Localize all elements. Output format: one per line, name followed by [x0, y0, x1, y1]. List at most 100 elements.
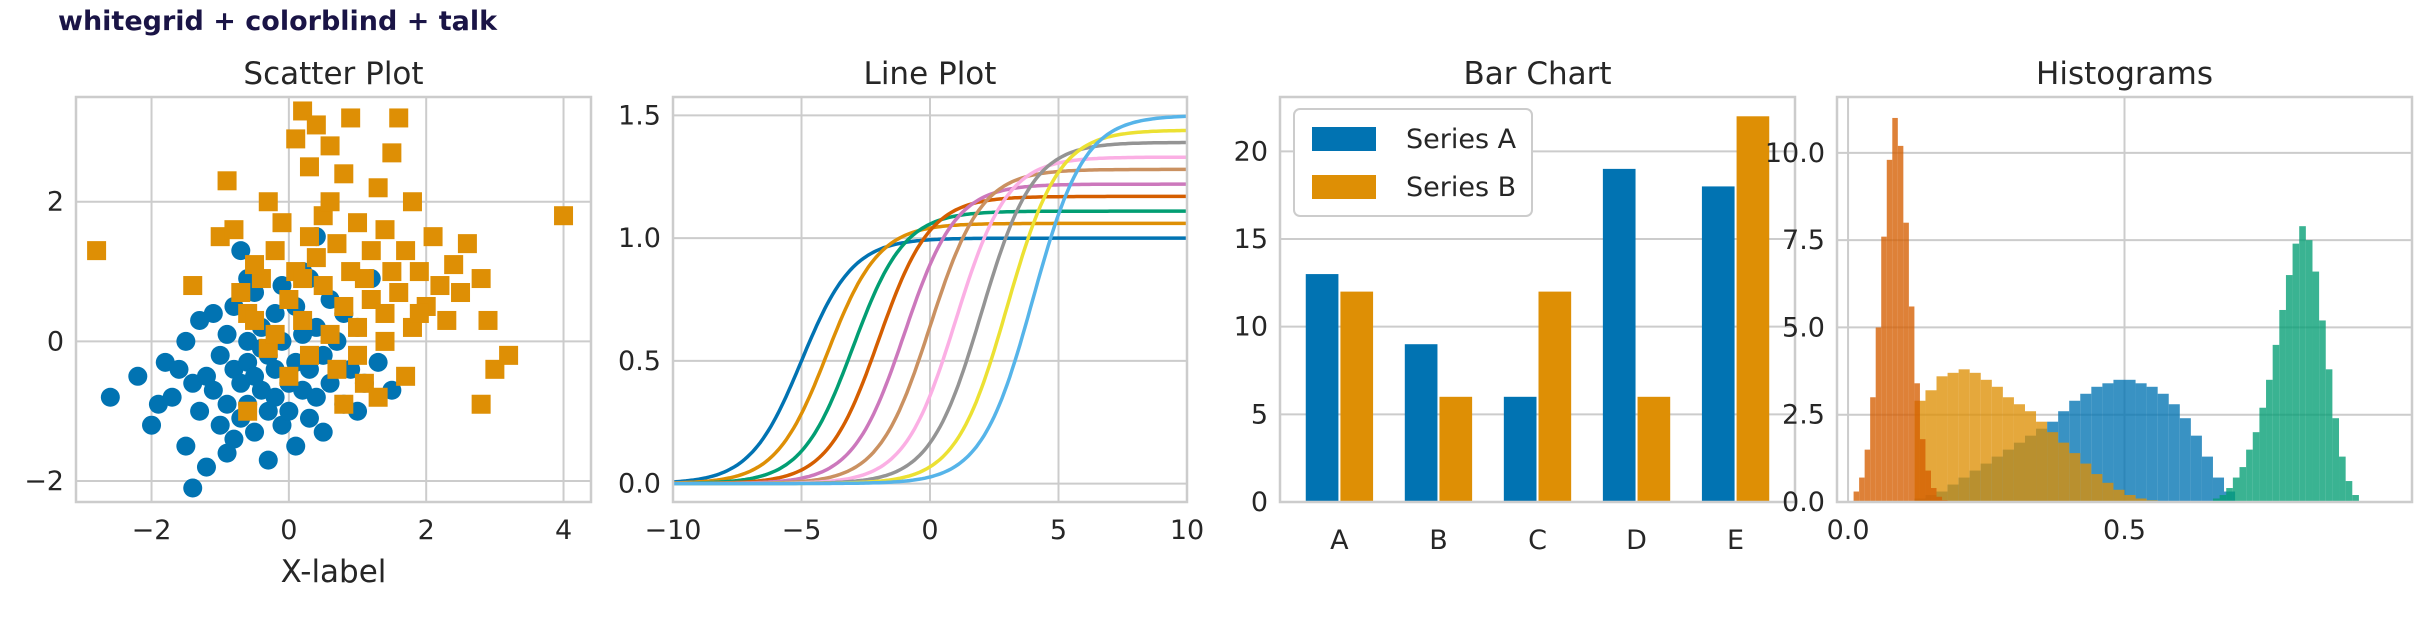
bar [1538, 291, 1572, 502]
histogram-bin [2168, 404, 2180, 502]
histogram-bin [2080, 393, 2092, 502]
legend-swatch [1312, 175, 1376, 199]
histogram-bin [2113, 489, 2125, 502]
x-tick-label: −2 [132, 515, 172, 546]
histogram-bin [1969, 372, 1981, 502]
scatter-point [224, 429, 244, 449]
histogram-bin [2024, 411, 2037, 502]
y-tick-label: 5.0 [1782, 312, 1825, 343]
scatter-point [320, 136, 340, 156]
scatter-point [334, 394, 354, 414]
histogram-bin [2190, 435, 2202, 502]
histogram-bin [2325, 369, 2333, 502]
bar [1637, 396, 1671, 502]
histogram-bin [2259, 407, 2267, 502]
scatter-point [354, 269, 374, 289]
axes-frame [1835, 95, 2414, 504]
scatter-point [499, 345, 519, 365]
x-tick-label: E [1727, 525, 1744, 556]
histogram-bin [2201, 456, 2213, 502]
chart-title: Bar Chart [1463, 56, 1611, 92]
scatter-point [217, 394, 237, 414]
histogram-bin [2339, 456, 2346, 502]
scatter-point [142, 415, 162, 435]
histogram-bin [2058, 442, 2070, 502]
histogram-bin [2069, 453, 2081, 502]
x-tick-label: −10 [645, 515, 702, 546]
histogram-bin [1936, 376, 1948, 502]
scatter-point [203, 303, 223, 323]
legend-swatch [1312, 127, 1376, 151]
histogram-bin [1903, 222, 1909, 503]
scatter-point [327, 359, 347, 379]
scatter-point [320, 324, 340, 344]
scatter-point [224, 220, 244, 240]
histograms-panel: 0.0 2.5 5.0 7.5 10.0 0.0 0.5 Histograms [1765, 56, 2414, 546]
histogram-bin [2124, 379, 2136, 502]
histogram-bin [2135, 383, 2147, 502]
histogram-bin [2157, 393, 2169, 502]
histogram-bin [2226, 488, 2233, 502]
scatter-point [245, 422, 265, 442]
scatter-point [279, 401, 299, 421]
y-tick-label: 15 [1234, 224, 1268, 255]
histogram-bin [2319, 320, 2326, 502]
legend-label: Series B [1406, 172, 1516, 203]
histogram-bin [2232, 477, 2240, 502]
scatter-point [128, 366, 148, 386]
scatter-point [409, 303, 429, 323]
x-tick-label: 5 [1050, 515, 1067, 546]
scatter-plot-panel: −2 0 2 −2 0 2 4 Scatter Plot X-label [24, 56, 593, 590]
scatter-point [348, 345, 368, 365]
scatter-point [368, 178, 388, 198]
histogram-bin [2279, 309, 2286, 502]
y-tick-label: 0 [1251, 487, 1268, 518]
scatter-point [231, 283, 251, 303]
histogram-bin [1859, 477, 1865, 502]
scatter-point [176, 436, 196, 456]
scatter-point [299, 157, 319, 177]
histogram-bin [2312, 271, 2320, 502]
histogram-bin [2305, 240, 2313, 502]
scatter-point [457, 234, 477, 254]
series-line [672, 236, 1187, 484]
scatter-point [299, 345, 319, 365]
histogram-bin [1875, 327, 1882, 502]
y-tick-label: 1.5 [618, 100, 661, 131]
histogram-bin [2212, 477, 2225, 502]
scatter-point [258, 450, 278, 470]
scatter-point [334, 164, 354, 184]
data-marks [672, 114, 1188, 486]
scatter-point [245, 310, 265, 330]
scatter-point [279, 366, 299, 386]
histogram-bin [1886, 159, 1893, 502]
scatter-point [183, 276, 203, 296]
scatter-point [348, 317, 368, 337]
bar [1340, 291, 1374, 502]
scatter-point [217, 171, 237, 191]
scatter-point [382, 262, 402, 282]
x-tick-label: 4 [555, 515, 572, 546]
histogram-bin [2146, 386, 2158, 502]
scatter-point [100, 387, 120, 407]
y-tick-label: 10 [1234, 312, 1268, 343]
bar [1503, 396, 1537, 502]
scatter-point [389, 283, 409, 303]
histogram-bin [2113, 379, 2125, 502]
scatter-point [389, 108, 409, 128]
x-tick-label: 10 [1170, 515, 1204, 546]
scatter-point [265, 241, 285, 261]
histogram-bin [2252, 432, 2260, 502]
x-tick-label: 0.0 [1827, 515, 1870, 546]
x-tick-label: A [1330, 525, 1349, 556]
x-tick-label: 0 [280, 515, 297, 546]
histogram-bin [1908, 306, 1915, 502]
histogram-bin [2239, 467, 2247, 502]
y-tick-label: 0.0 [1782, 487, 1825, 518]
histogram-bin [2124, 495, 2136, 502]
scatter-point [272, 213, 292, 233]
y-tick-label: 10.0 [1765, 138, 1825, 169]
scatter-point [348, 213, 368, 233]
scatter-point [306, 387, 326, 407]
